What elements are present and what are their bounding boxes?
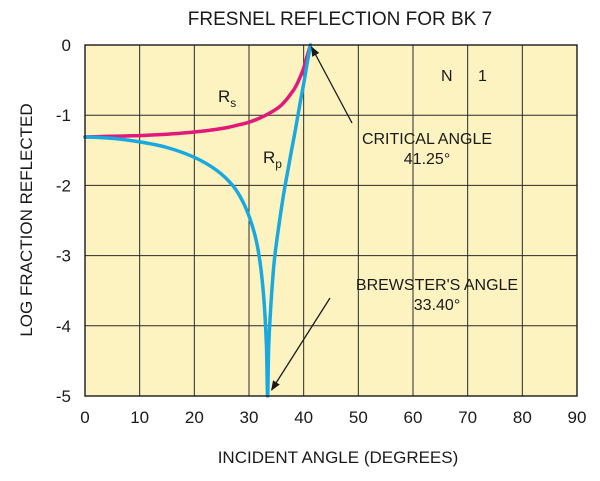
plot-area: [85, 45, 577, 396]
critical-angle-value: 41.25°: [404, 151, 450, 168]
chart-title: FRESNEL REFLECTION FOR BK 7: [188, 9, 492, 30]
y-tick-label: -4: [56, 317, 71, 336]
x-tick-label: 60: [404, 408, 423, 427]
x-tick-label: 80: [513, 408, 532, 427]
x-tick-label: 70: [458, 408, 477, 427]
note-value: 1: [478, 68, 487, 85]
series-label-rp: Rp: [263, 148, 282, 171]
x-tick-label: 0: [80, 408, 89, 427]
y-axis-ticks: 0 -1 -2 -3 -4 -5: [56, 36, 71, 406]
plot-frame: [84, 44, 578, 397]
y-tick-label: -1: [56, 106, 71, 125]
series-layer: [83, 43, 313, 398]
x-tick-label: 90: [568, 408, 587, 427]
x-axis-label: INCIDENT ANGLE (DEGREES): [218, 448, 459, 467]
x-tick-label: 40: [294, 408, 313, 427]
brewster-angle-arrow: [271, 297, 331, 391]
series-line-rp: [83, 43, 313, 398]
x-tick-label: 10: [130, 408, 149, 427]
x-axis-ticks: 0 10 20 30 40 50 60 70 80 90: [80, 408, 586, 427]
critical-angle-label: CRITICAL ANGLE: [362, 131, 492, 148]
x-tick-label: 50: [349, 408, 368, 427]
y-tick-label: -2: [56, 176, 71, 195]
y-tick-label: 0: [62, 36, 71, 55]
series-line-rs: [83, 43, 313, 139]
x-tick-label: 30: [240, 408, 259, 427]
brewster-angle-value: 33.40°: [414, 297, 460, 314]
y-tick-label: -3: [56, 247, 71, 266]
series-label-rs: Rs: [218, 87, 236, 110]
brewster-angle-label: BREWSTER'S ANGLE: [356, 277, 518, 294]
y-axis-label: LOG FRACTION REFLECTED: [17, 103, 36, 336]
critical-angle-arrow: [310, 46, 353, 124]
x-tick-label: 20: [185, 408, 204, 427]
y-tick-label: -5: [56, 387, 71, 406]
note-n: N: [441, 68, 453, 85]
